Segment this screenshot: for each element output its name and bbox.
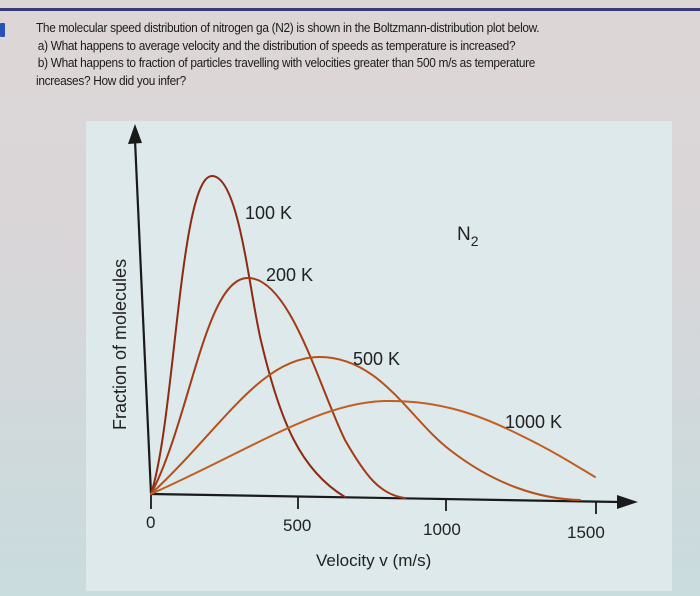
gas-label: N2: [457, 224, 479, 249]
label-500k: 500 K: [353, 349, 400, 369]
tick-label-1500: 1500: [567, 523, 605, 542]
question-line-1: The molecular speed distribution of nitr…: [36, 20, 540, 35]
curve-500k: [150, 355, 581, 501]
label-200k: 200 K: [266, 265, 313, 285]
label-1000k: 1000 K: [505, 412, 562, 432]
selection-marker: [0, 23, 5, 37]
question-part-b-cont: increases? How did you infer?: [36, 72, 186, 88]
x-axis-title: Velocity v (m/s): [316, 551, 431, 570]
tick-label-500: 500: [283, 516, 311, 535]
x-axis: [150, 492, 621, 504]
x-axis-arrow-icon: [617, 495, 638, 509]
top-divider: [0, 8, 700, 11]
y-axis-arrow-icon: [128, 124, 142, 144]
curve-200k: [150, 276, 406, 499]
question-text: The molecular speed distribution of nitr…: [36, 19, 612, 89]
question-part-b: b) What happens to fraction of particles…: [37, 55, 536, 70]
tick-label-0: 0: [146, 513, 155, 532]
y-axis-title: Fraction of molecules: [110, 259, 130, 430]
y-axis: [133, 139, 153, 495]
curve-1000k: [150, 399, 596, 495]
label-100k: 100 K: [245, 203, 292, 223]
chart-panel: [86, 121, 672, 591]
curve-100k: [150, 174, 346, 498]
question-part-a: a) What happens to average velocity and …: [37, 37, 516, 53]
tick-label-1000: 1000: [423, 520, 461, 539]
